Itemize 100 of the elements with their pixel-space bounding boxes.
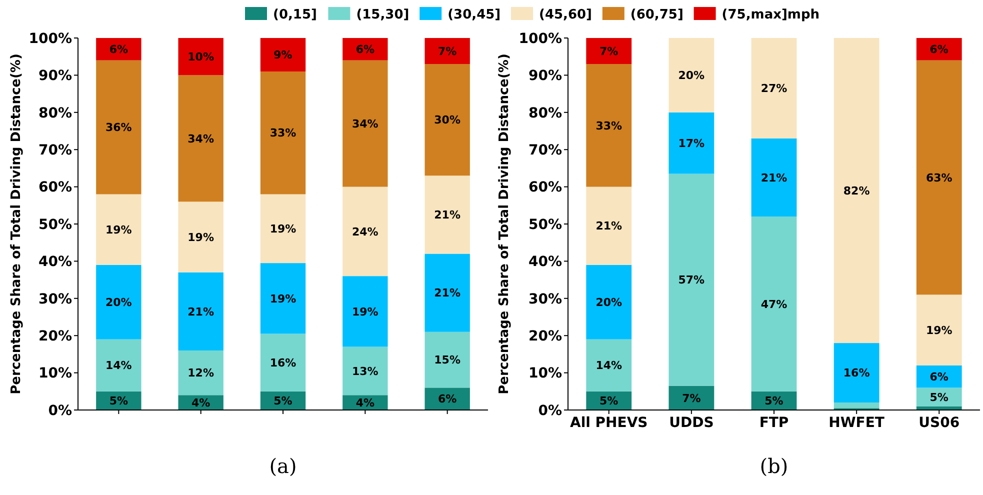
data-label: 30% (434, 114, 460, 127)
bar (342, 276, 388, 347)
y-tick-label: 90% (38, 68, 72, 84)
data-label: 21% (434, 208, 460, 222)
data-label: 47% (760, 298, 788, 311)
data-label: 5% (930, 390, 948, 404)
data-label: 19% (270, 222, 296, 236)
bar (260, 263, 306, 334)
bar (178, 75, 224, 202)
bar (668, 174, 714, 386)
data-label: 14% (106, 359, 132, 372)
bar (342, 346, 388, 396)
data-label: 6% (438, 392, 457, 406)
bar (342, 60, 388, 187)
data-label: 5% (764, 394, 784, 408)
data-label: 57% (678, 274, 705, 287)
data-label: 21% (760, 171, 788, 184)
data-label: 20% (596, 296, 622, 309)
data-label: 21% (188, 305, 214, 318)
legend-label: (30,45] (448, 8, 501, 23)
bar (916, 38, 962, 60)
bar (96, 339, 142, 392)
bar (424, 332, 470, 388)
bar (834, 343, 880, 403)
bar (260, 38, 306, 72)
x-tick-label: All PHEVS (570, 415, 648, 431)
y-tick-label: 40% (38, 254, 72, 270)
x-tick-label: FTP (759, 415, 789, 431)
y-tick-label: 80% (528, 105, 562, 122)
data-label: 19% (352, 305, 378, 318)
y-tick-label: 100% (28, 30, 72, 47)
bar (751, 38, 797, 138)
data-label: 14% (596, 359, 622, 372)
y-tick-label: 40% (528, 254, 562, 270)
data-label: 27% (760, 82, 788, 96)
bar (178, 38, 224, 76)
data-label: 16% (843, 366, 870, 380)
data-label: 24% (352, 225, 378, 238)
data-label: 5% (600, 394, 618, 408)
bar (424, 38, 470, 64)
y-tick-label: 20% (528, 328, 562, 344)
data-label: 19% (106, 223, 132, 236)
y-tick-label: 50% (528, 216, 562, 233)
bar (834, 402, 880, 408)
y-tick-label: 70% (528, 142, 562, 158)
data-label: 13% (352, 364, 378, 378)
bar (96, 264, 142, 340)
y-tick-label: 100% (518, 30, 562, 47)
x-tick-label: UDDS (669, 415, 714, 431)
y-tick-label: 50% (38, 216, 72, 233)
bar (586, 186, 632, 265)
y-axis-title: Percentage Share of Total Driving Distance(%) (497, 54, 512, 394)
data-label: 21% (596, 220, 622, 233)
data-label: 16% (270, 356, 296, 370)
data-label: 7% (682, 392, 701, 405)
bar (424, 64, 470, 176)
bar (260, 71, 306, 194)
data-label: 20% (678, 69, 705, 82)
legend-label: (15,30] (356, 8, 410, 23)
bar (751, 138, 797, 217)
y-tick-label: 70% (38, 142, 72, 158)
bar (834, 38, 880, 344)
data-label: 6% (356, 43, 375, 56)
x-tick-label: US06 (918, 415, 960, 431)
bar (178, 272, 224, 350)
data-label: 5% (274, 394, 292, 408)
y-tick-label: 10% (528, 366, 562, 382)
legend-label: (75,max]mph (722, 8, 820, 23)
data-label: 63% (926, 171, 952, 184)
data-label: 36% (106, 121, 132, 134)
y-tick-label: 90% (528, 68, 562, 84)
bar (916, 294, 962, 366)
y-tick-label: 20% (38, 328, 72, 344)
y-tick-label: 0% (538, 402, 562, 419)
data-label: 9% (274, 48, 292, 62)
data-label: 19% (188, 230, 214, 244)
data-label: 34% (352, 117, 378, 130)
text: (a) (269, 454, 297, 478)
y-tick-label: 80% (38, 105, 72, 122)
data-label: 19% (270, 292, 296, 306)
y-tick-label: 30% (38, 291, 72, 308)
bar (586, 339, 632, 392)
bar (96, 38, 142, 60)
data-label: 34% (188, 132, 214, 146)
y-tick-label: 0% (48, 402, 72, 419)
bar (260, 334, 306, 392)
bar (586, 264, 632, 340)
bar (342, 38, 388, 60)
data-label: 6% (109, 43, 128, 56)
y-tick-label: 60% (38, 180, 72, 196)
data-label: 4% (191, 396, 210, 410)
data-label: 7% (600, 44, 618, 58)
y-tick-label: 30% (528, 291, 562, 308)
bar (668, 386, 714, 410)
data-label: 33% (270, 126, 296, 140)
data-label: 6% (930, 43, 948, 56)
bar (178, 350, 224, 396)
bar (342, 186, 388, 276)
data-label: 82% (843, 184, 870, 198)
bar (916, 60, 962, 295)
